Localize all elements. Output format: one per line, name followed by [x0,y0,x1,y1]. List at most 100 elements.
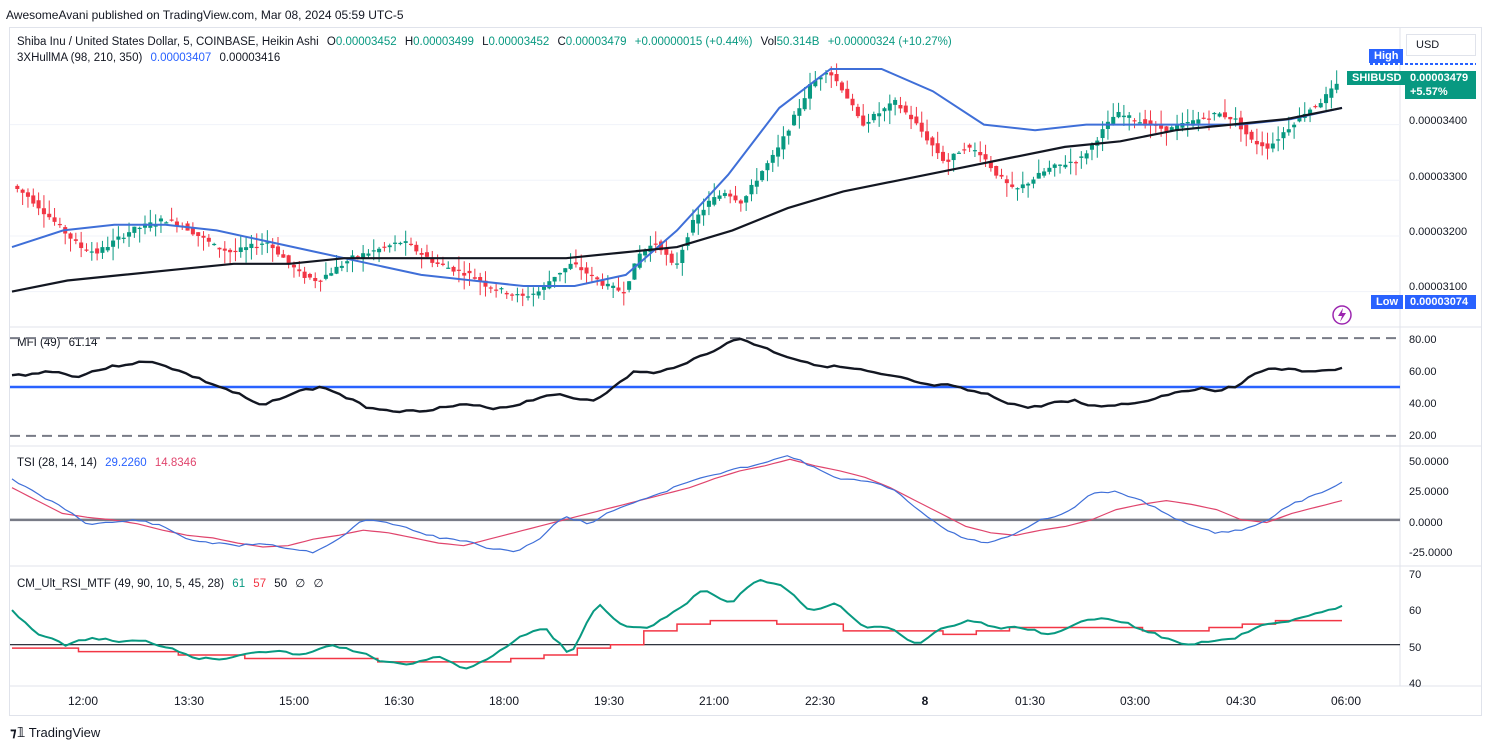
candle-body-196 [1052,164,1057,168]
candle-body-145 [781,136,786,150]
price-tick-0: 0.00003400 [1409,115,1468,127]
candle-body-58 [318,280,323,282]
candle-body-88 [478,276,483,282]
candle-body-157 [845,88,850,99]
candle-body-124 [669,253,674,263]
candle-body-24 [137,227,142,230]
candle-body-15 [89,251,94,253]
candle-body-245 [1313,106,1318,108]
candle-body-110 [595,277,600,280]
candle-body-109 [589,274,594,277]
tradingview-footer[interactable]: ⁊𝟙 TradingView [10,725,100,741]
time-tick-10: 03:00 [1119,694,1151,708]
candle-body-79 [430,257,435,263]
candle-body-100 [541,285,547,290]
last-price-tag: 0.00003479 [1405,71,1476,85]
candle-body-85 [462,272,467,276]
rsi-name: CM_Ult_RSI_MTF (49, 90, 10, 5, 45, 28) [17,578,225,590]
candle-body-236 [1265,143,1270,149]
candle-body-148 [797,108,802,116]
candle-body-163 [877,113,882,117]
candle-body-131 [706,200,711,207]
candle-body-101 [547,281,552,289]
candle-body-147 [792,114,797,126]
candle-body-56 [307,273,312,278]
candle-body-96 [520,293,525,296]
candle-body-90 [488,287,493,289]
candle-body-200 [1073,162,1079,164]
candle-body-235 [1260,142,1265,147]
candle-body-207 [1111,116,1116,126]
candle-body-4 [31,195,36,204]
candle-body-112 [605,283,610,287]
candle-body-29 [164,222,169,224]
tsi-tick-1: 25.0000 [1409,486,1449,498]
candle-body-54 [297,269,302,272]
mfi-legend: MFI (49) 61.14 [17,337,102,349]
candle-body-242 [1297,115,1302,122]
candle-body-77 [419,252,424,255]
candle-body-249 [1334,83,1339,90]
candle-body-208 [1116,111,1121,118]
hull-legend: 3XHullMA (98, 210, 350) 0.00003407 0.000… [17,52,285,64]
candle-body-146 [786,130,791,136]
candle-body-59 [323,274,328,279]
candle-body-129 [696,214,701,224]
candle-body-41 [228,249,233,253]
ohlc-close: C0.00003479 [557,36,627,48]
mfi-name: MFI (49) [17,337,61,349]
candle-body-209 [1121,115,1126,118]
candle-body-84 [456,269,461,271]
candle-body-183 [983,154,988,160]
rsi-line [11,578,1343,670]
candle-body-174 [935,143,940,154]
candle-body-201 [1079,156,1084,158]
candle-body-3 [25,192,30,197]
candle-body-166 [893,99,898,105]
candle-body-116 [627,281,632,290]
candle-body-113 [611,285,616,288]
candle-body-179 [962,149,967,151]
candle-body-5 [36,200,41,209]
tsi-value-2: 14.8346 [154,457,197,469]
candle-body-93 [504,292,509,295]
candle-body-180 [967,144,972,148]
candle-body-104 [563,268,568,273]
candle-body-52 [286,255,291,263]
candle-body-70 [382,246,387,248]
candle-body-16 [95,248,100,254]
candle-body-211 [1132,120,1137,122]
candle-body-171 [919,122,924,132]
candle-body-118 [637,253,642,268]
candle-body-178 [956,152,961,154]
rsi-tick-1: 60 [1409,605,1422,617]
candle-body-106 [573,262,578,265]
candle-body-76 [414,244,419,252]
candle-body-21 [121,237,126,239]
candle-body-122 [659,241,664,251]
candle-body-2 [20,189,25,193]
candle-body-195 [1047,167,1052,172]
mfi-tick-3: 20.00 [1409,430,1437,442]
candle-body-226 [1212,112,1217,115]
candle-body-162 [871,113,876,121]
candle-body-193 [1036,172,1041,179]
candle-body-246 [1318,103,1323,108]
candle-body-115 [621,292,626,294]
currency-selector[interactable]: USD [1406,34,1476,56]
ohlc-high: H0.00003499 [404,36,474,48]
candle-body-51 [281,254,286,258]
candle-body-49 [270,244,275,249]
candle-body-185 [994,166,999,176]
candle-body-46 [254,246,259,249]
candle-body-86 [467,270,472,274]
candle-body-18 [105,246,110,251]
candle-body-42 [233,250,238,253]
candle-body-161 [866,121,871,124]
candle-body-1 [15,185,20,189]
candle-body-28 [158,218,163,222]
high-tag: High [1369,49,1404,63]
time-tick-4: 18:00 [488,694,520,708]
candle-body-240 [1286,129,1291,133]
